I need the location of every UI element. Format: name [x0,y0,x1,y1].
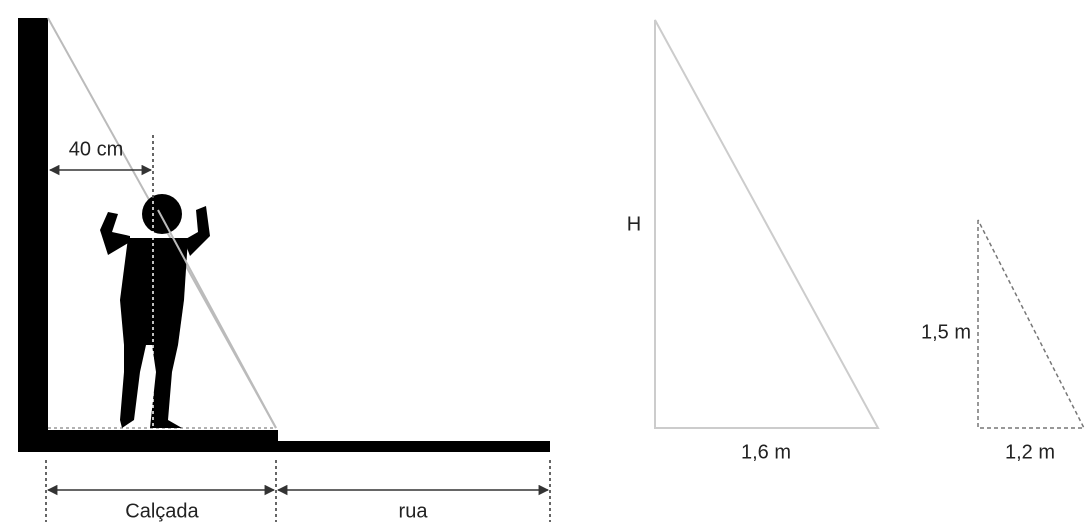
height-label: H [627,213,641,235]
dimension-guides [45,460,551,522]
sun-ray-over-child [157,209,277,429]
street-label: rua [399,500,429,522]
building-triangle [654,19,880,429]
child-silhouette [100,194,210,428]
distance-label: 40 cm [69,138,123,160]
person-triangle [977,219,1086,429]
sidewalk-ground [18,430,278,452]
person-shadow-label: 1,2 m [1005,441,1055,463]
street-ground [278,441,550,452]
person-height-label: 1,5 m [921,321,971,343]
shadow-base-label: 1,6 m [741,441,791,463]
sidewalk-label: Calçada [125,500,199,522]
wall [18,18,48,452]
